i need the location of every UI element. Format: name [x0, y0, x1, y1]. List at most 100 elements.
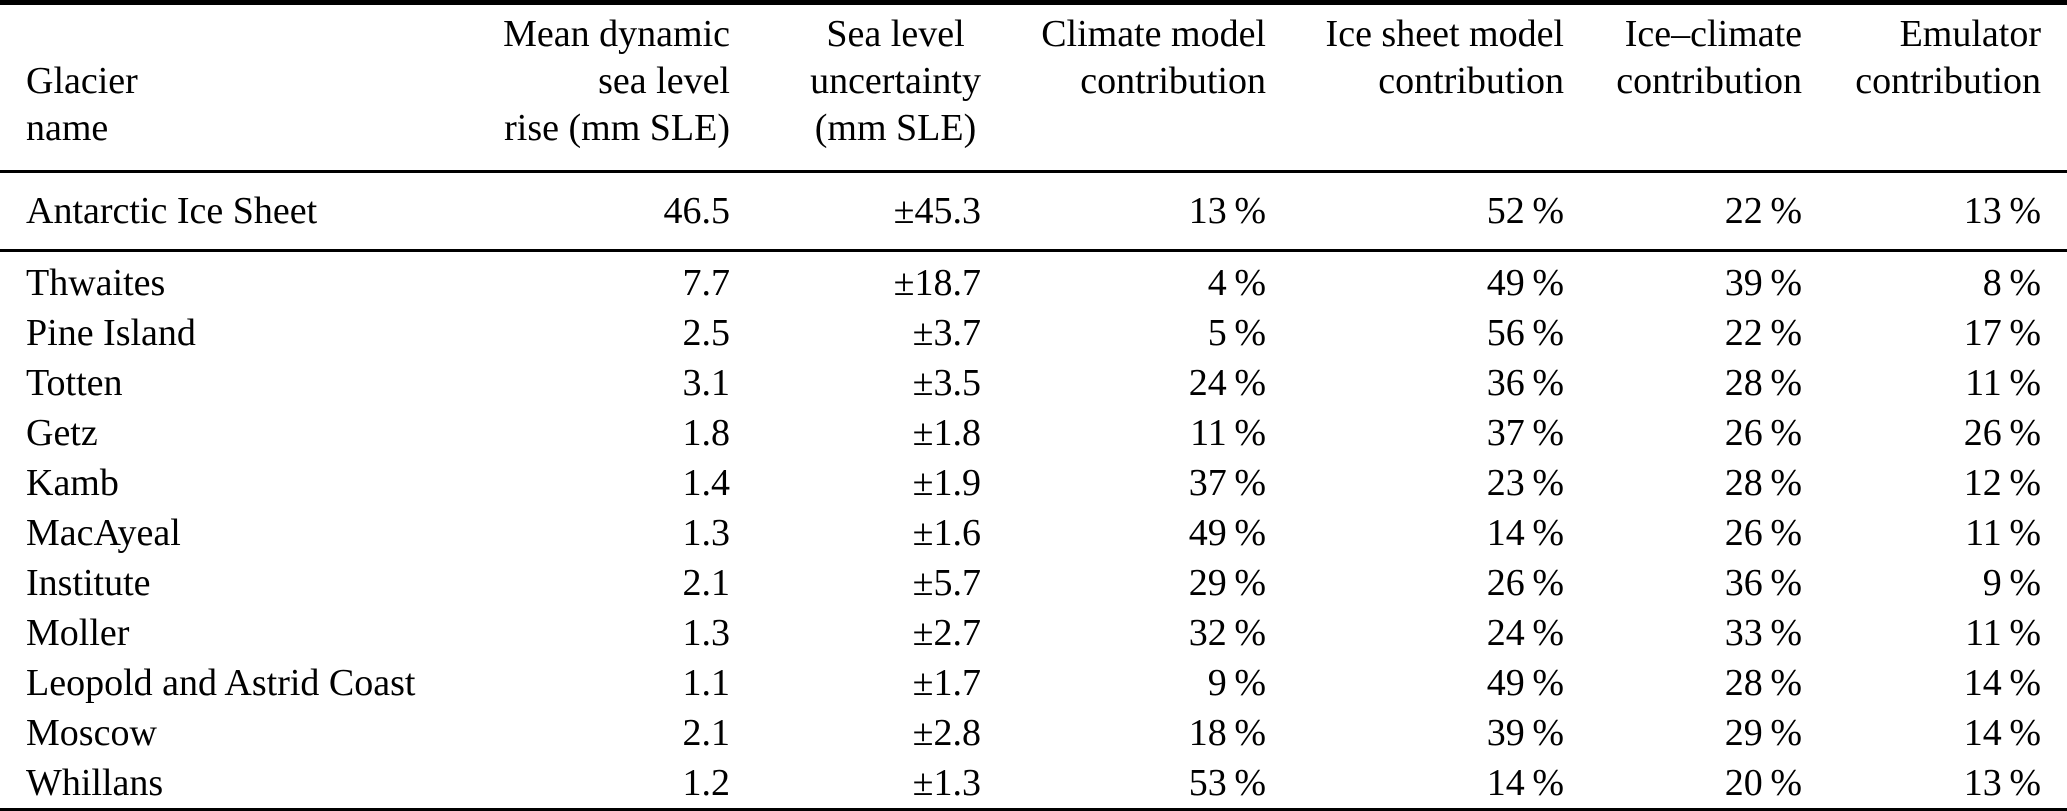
- cell-ice-climate: 28 %: [1724, 361, 1802, 404]
- cell-ice-climate: 22 %: [1724, 311, 1802, 354]
- header-line: contribution: [1855, 60, 2041, 102]
- header-text-block: Sea level uncertainty (mm SLE): [810, 11, 981, 152]
- cell-emulator: 13 %: [1963, 189, 2041, 232]
- cell-mean-rise: 1.4: [682, 461, 731, 504]
- cell-emulator: 9 %: [1982, 561, 2041, 604]
- cell-uncertainty: ±1.9: [912, 461, 981, 504]
- cell-climate-model: 24 %: [1188, 361, 1266, 404]
- header-ice-sheet-model-contribution: Ice sheet model contribution: [1266, 3, 1564, 172]
- cell-emulator: 12 %: [1963, 461, 2041, 504]
- header-line: contribution: [1080, 60, 1266, 102]
- cell-ice-climate: 26 %: [1724, 411, 1802, 454]
- cell-climate-model: 18 %: [1188, 711, 1266, 754]
- cell-emulator: 14 %: [1963, 661, 2041, 704]
- header-line: Sea level: [826, 13, 965, 55]
- header-line: uncertainty: [810, 60, 981, 102]
- header-line: Ice–climate: [1624, 13, 1802, 55]
- cell-mean-rise: 1.8: [682, 411, 731, 454]
- cell-ice-sheet-model: 14 %: [1486, 511, 1564, 554]
- header-sea-level-uncertainty: Sea level uncertainty (mm SLE): [730, 3, 981, 172]
- cell-emulator: 14 %: [1963, 711, 2041, 754]
- table-row-pine-island: Pine Island 2.5 ±3.7 5 % 56 % 22 % 17 %: [0, 308, 2067, 358]
- cell-climate-model: 29 %: [1188, 561, 1266, 604]
- header-line: Climate model: [1041, 13, 1266, 55]
- table-row-macayeal: MacAyeal 1.3 ±1.6 49 % 14 % 26 % 11 %: [0, 508, 2067, 558]
- cell-uncertainty: ±5.7: [912, 561, 981, 604]
- cell-mean-rise: 1.1: [682, 661, 731, 704]
- cell-mean-rise: 2.1: [682, 711, 731, 754]
- cell-ice-climate: 39 %: [1724, 261, 1802, 304]
- header-line: contribution: [1378, 60, 1564, 102]
- header-line: Ice sheet model: [1325, 13, 1564, 55]
- header-line: Glacier: [26, 60, 138, 102]
- cell-ice-sheet-model: 36 %: [1486, 361, 1564, 404]
- cell-ice-climate: 22 %: [1724, 189, 1802, 232]
- cell-mean-rise: 46.5: [663, 189, 731, 232]
- cell-uncertainty: ±1.8: [912, 411, 981, 454]
- cell-emulator: 17 %: [1963, 311, 2041, 354]
- cell-glacier-name: Leopold and Astrid Coast: [26, 661, 416, 704]
- cell-ice-sheet-model: 37 %: [1486, 411, 1564, 454]
- cell-uncertainty: ±45.3: [893, 189, 981, 232]
- cell-mean-rise: 7.7: [682, 261, 731, 304]
- table-row-moscow: Moscow 2.1 ±2.8 18 % 39 % 29 % 14 %: [0, 708, 2067, 758]
- cell-emulator: 11 %: [1965, 511, 2041, 554]
- table-row-thwaites: Thwaites 7.7 ±18.7 4 % 49 % 39 % 8 %: [0, 251, 2067, 309]
- cell-uncertainty: ±1.6: [912, 511, 981, 554]
- cell-glacier-name: Moller: [26, 611, 130, 654]
- header-line: name: [26, 107, 109, 149]
- cell-glacier-name: Institute: [26, 561, 151, 604]
- cell-ice-sheet-model: 56 %: [1486, 311, 1564, 354]
- cell-glacier-name: MacAyeal: [26, 511, 181, 554]
- cell-uncertainty: ±3.5: [912, 361, 981, 404]
- cell-ice-sheet-model: 23 %: [1486, 461, 1564, 504]
- cell-climate-model: 13 %: [1188, 189, 1266, 232]
- header-line: (mm SLE): [814, 107, 977, 149]
- header-row: Glacier name Mean dynamic sea level rise…: [0, 3, 2067, 172]
- table-row-kamb: Kamb 1.4 ±1.9 37 % 23 % 28 % 12 %: [0, 458, 2067, 508]
- cell-mean-rise: 1.3: [682, 511, 731, 554]
- header-emulator-contribution: Emulator contribution: [1802, 3, 2067, 172]
- table-row-institute: Institute 2.1 ±5.7 29 % 26 % 36 % 9 %: [0, 558, 2067, 608]
- header-line: rise (mm SLE): [504, 107, 730, 149]
- cell-mean-rise: 3.1: [682, 361, 731, 404]
- cell-ice-climate: 20 %: [1724, 761, 1802, 804]
- cell-ice-climate: 28 %: [1724, 461, 1802, 504]
- cell-ice-climate: 26 %: [1724, 511, 1802, 554]
- cell-glacier-name: Thwaites: [26, 261, 166, 304]
- cell-ice-sheet-model: 52 %: [1486, 189, 1564, 232]
- cell-emulator: 26 %: [1963, 411, 2041, 454]
- header-ice-climate-contribution: Ice–climate contribution: [1564, 3, 1802, 172]
- header-line: contribution: [1616, 60, 1802, 102]
- header-line: Mean dynamic: [503, 13, 730, 55]
- cell-climate-model: 32 %: [1188, 611, 1266, 654]
- cell-glacier-name: Totten: [26, 361, 123, 404]
- cell-uncertainty: ±3.7: [912, 311, 981, 354]
- cell-emulator: 8 %: [1982, 261, 2041, 304]
- cell-climate-model: 49 %: [1188, 511, 1266, 554]
- table-row-whillans: Whillans 1.2 ±1.3 53 % 14 % 20 % 13 %: [0, 758, 2067, 811]
- table-row-moller: Moller 1.3 ±2.7 32 % 24 % 33 % 11 %: [0, 608, 2067, 658]
- table-row-totten: Totten 3.1 ±3.5 24 % 36 % 28 % 11 %: [0, 358, 2067, 408]
- cell-glacier-name: Kamb: [26, 461, 119, 504]
- cell-ice-climate: 29 %: [1724, 711, 1802, 754]
- cell-glacier-name: Moscow: [26, 711, 157, 754]
- cell-ice-climate: 33 %: [1724, 611, 1802, 654]
- cell-mean-rise: 2.1: [682, 561, 731, 604]
- cell-climate-model: 5 %: [1207, 311, 1266, 354]
- cell-uncertainty: ±18.7: [893, 261, 981, 304]
- cell-emulator: 13 %: [1963, 761, 2041, 804]
- cell-ice-sheet-model: 24 %: [1486, 611, 1564, 654]
- cell-climate-model: 9 %: [1207, 661, 1266, 704]
- cell-ice-sheet-model: 14 %: [1486, 761, 1564, 804]
- header-glacier-name: Glacier name: [0, 3, 500, 172]
- cell-uncertainty: ±2.8: [912, 711, 981, 754]
- cell-climate-model: 53 %: [1188, 761, 1266, 804]
- cell-mean-rise: 2.5: [682, 311, 731, 354]
- cell-uncertainty: ±1.7: [912, 661, 981, 704]
- table-row-getz: Getz 1.8 ±1.8 11 % 37 % 26 % 26 %: [0, 408, 2067, 458]
- cell-climate-model: 11 %: [1190, 411, 1266, 454]
- cell-climate-model: 4 %: [1207, 261, 1266, 304]
